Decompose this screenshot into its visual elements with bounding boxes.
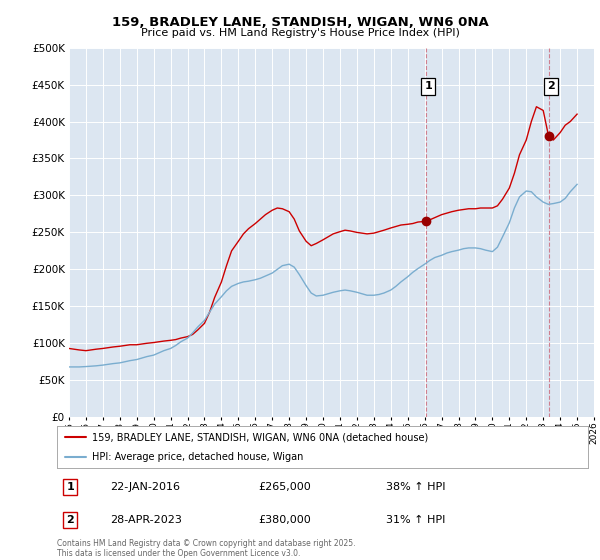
Text: Contains HM Land Registry data © Crown copyright and database right 2025.
This d: Contains HM Land Registry data © Crown c… xyxy=(57,539,355,558)
Text: 31% ↑ HPI: 31% ↑ HPI xyxy=(386,515,446,525)
Text: HPI: Average price, detached house, Wigan: HPI: Average price, detached house, Wiga… xyxy=(92,452,303,462)
Text: 159, BRADLEY LANE, STANDISH, WIGAN, WN6 0NA: 159, BRADLEY LANE, STANDISH, WIGAN, WN6 … xyxy=(112,16,488,29)
Text: Price paid vs. HM Land Registry's House Price Index (HPI): Price paid vs. HM Land Registry's House … xyxy=(140,28,460,38)
Text: £265,000: £265,000 xyxy=(259,482,311,492)
Text: 159, BRADLEY LANE, STANDISH, WIGAN, WN6 0NA (detached house): 159, BRADLEY LANE, STANDISH, WIGAN, WN6 … xyxy=(92,432,428,442)
Text: £380,000: £380,000 xyxy=(259,515,311,525)
Text: 22-JAN-2016: 22-JAN-2016 xyxy=(110,482,180,492)
Text: 2: 2 xyxy=(67,515,74,525)
Text: 38% ↑ HPI: 38% ↑ HPI xyxy=(386,482,446,492)
Text: 1: 1 xyxy=(67,482,74,492)
Text: 2: 2 xyxy=(547,81,555,91)
Text: 28-APR-2023: 28-APR-2023 xyxy=(110,515,182,525)
Text: 1: 1 xyxy=(424,81,432,91)
